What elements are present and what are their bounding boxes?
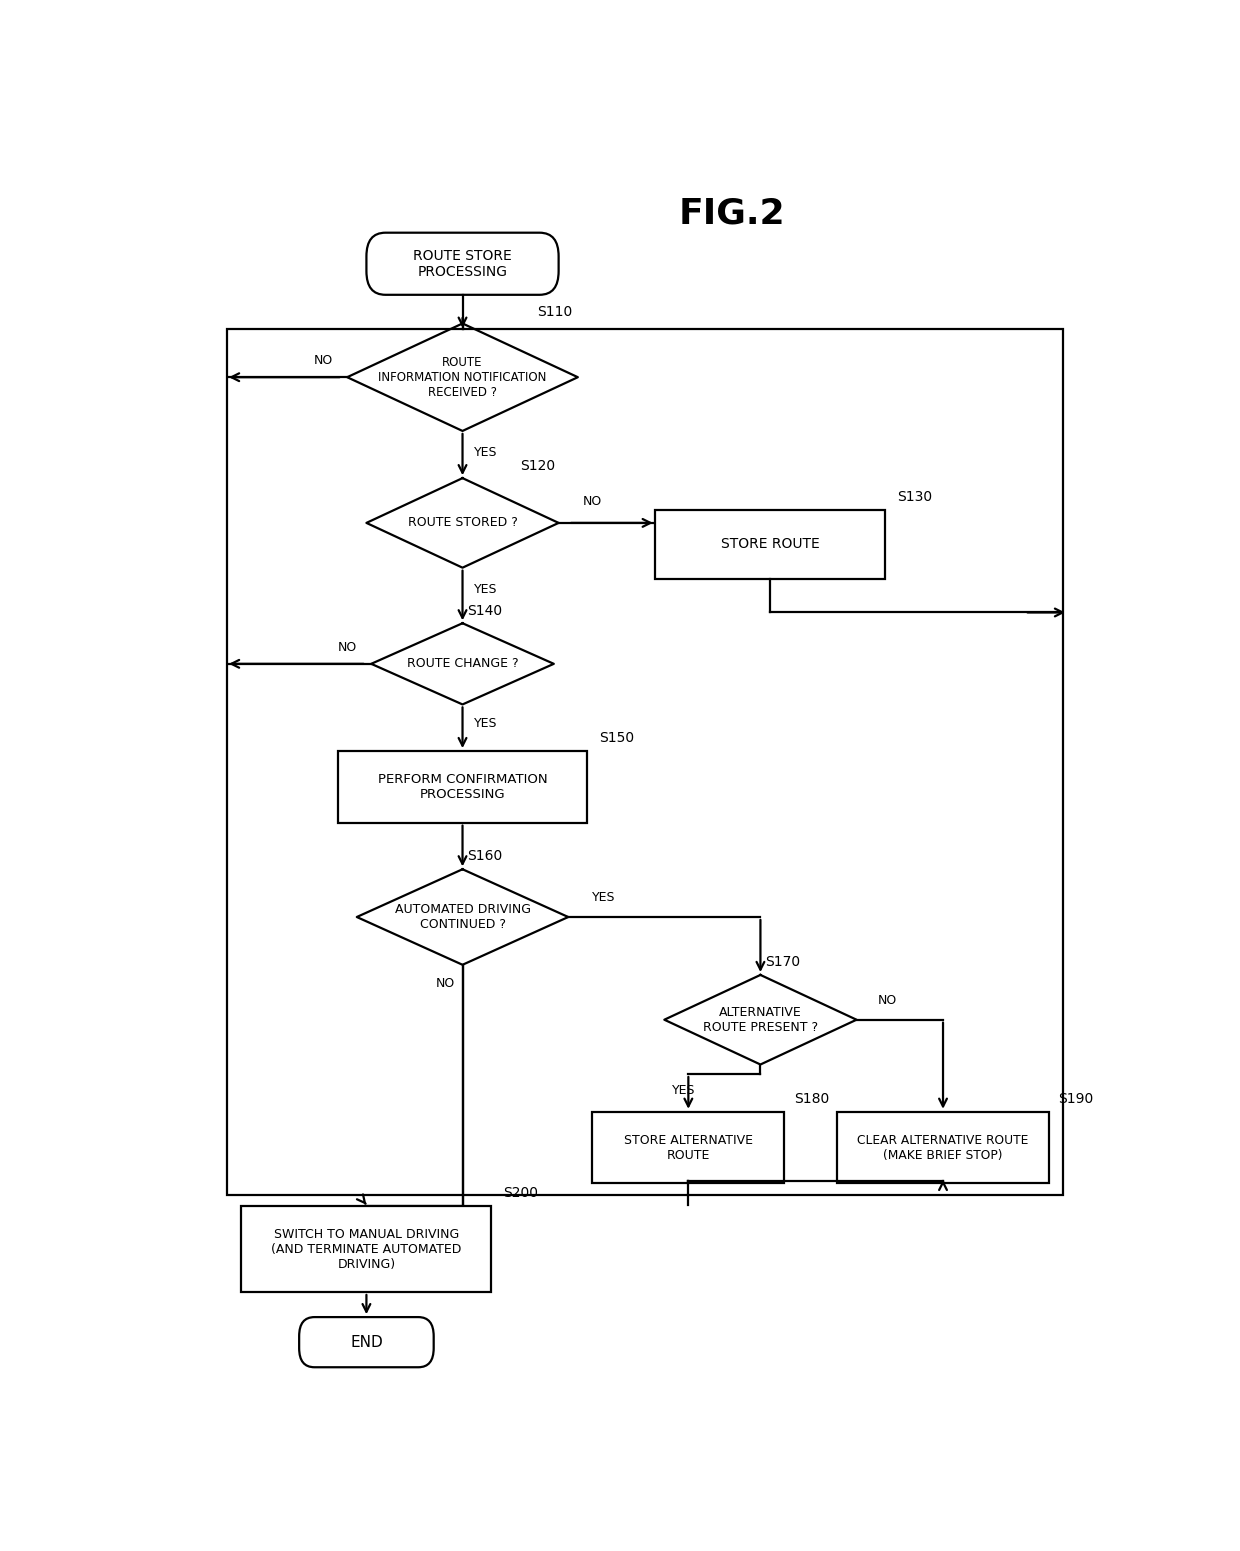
Text: NO: NO: [314, 354, 332, 368]
Text: AUTOMATED DRIVING
CONTINUED ?: AUTOMATED DRIVING CONTINUED ?: [394, 903, 531, 931]
Bar: [242, 1207, 491, 1292]
Text: YES: YES: [672, 1084, 696, 1097]
Text: YES: YES: [474, 447, 497, 459]
Text: S200: S200: [503, 1187, 538, 1200]
Text: STORE ROUTE: STORE ROUTE: [720, 537, 820, 552]
Text: FIG.2: FIG.2: [678, 197, 785, 231]
Text: ROUTE CHANGE ?: ROUTE CHANGE ?: [407, 658, 518, 670]
Text: S190: S190: [1058, 1092, 1094, 1106]
Text: ROUTE STORED ?: ROUTE STORED ?: [408, 516, 517, 529]
Text: NO: NO: [583, 495, 601, 507]
Text: YES: YES: [593, 892, 616, 904]
Text: NO: NO: [435, 977, 455, 991]
Bar: [655, 510, 885, 579]
Text: YES: YES: [474, 717, 497, 731]
Text: S130: S130: [897, 490, 932, 504]
Text: SWITCH TO MANUAL DRIVING
(AND TERMINATE AUTOMATED
DRIVING): SWITCH TO MANUAL DRIVING (AND TERMINATE …: [272, 1227, 461, 1270]
Text: ROUTE STORE
PROCESSING: ROUTE STORE PROCESSING: [413, 248, 512, 279]
Bar: [337, 751, 588, 822]
Bar: [837, 1112, 1049, 1183]
Text: NO: NO: [337, 641, 357, 653]
Bar: [593, 1112, 785, 1183]
Text: S140: S140: [467, 605, 502, 619]
Text: S180: S180: [794, 1092, 830, 1106]
Bar: [227, 329, 1063, 1196]
Text: ROUTE
INFORMATION NOTIFICATION
RECEIVED ?: ROUTE INFORMATION NOTIFICATION RECEIVED …: [378, 355, 547, 399]
Text: STORE ALTERNATIVE
ROUTE: STORE ALTERNATIVE ROUTE: [624, 1134, 753, 1162]
Text: S110: S110: [537, 304, 573, 318]
Text: ALTERNATIVE
ROUTE PRESENT ?: ALTERNATIVE ROUTE PRESENT ?: [703, 1005, 818, 1033]
FancyBboxPatch shape: [367, 233, 559, 295]
Text: S120: S120: [521, 459, 556, 473]
Text: END: END: [350, 1335, 383, 1349]
Text: YES: YES: [474, 583, 497, 596]
Text: S160: S160: [467, 850, 502, 864]
Text: CLEAR ALTERNATIVE ROUTE
(MAKE BRIEF STOP): CLEAR ALTERNATIVE ROUTE (MAKE BRIEF STOP…: [857, 1134, 1029, 1162]
Text: NO: NO: [878, 994, 897, 1007]
Text: PERFORM CONFIRMATION
PROCESSING: PERFORM CONFIRMATION PROCESSING: [378, 772, 547, 800]
Text: S150: S150: [599, 731, 634, 744]
FancyBboxPatch shape: [299, 1317, 434, 1368]
Text: S170: S170: [765, 955, 800, 969]
